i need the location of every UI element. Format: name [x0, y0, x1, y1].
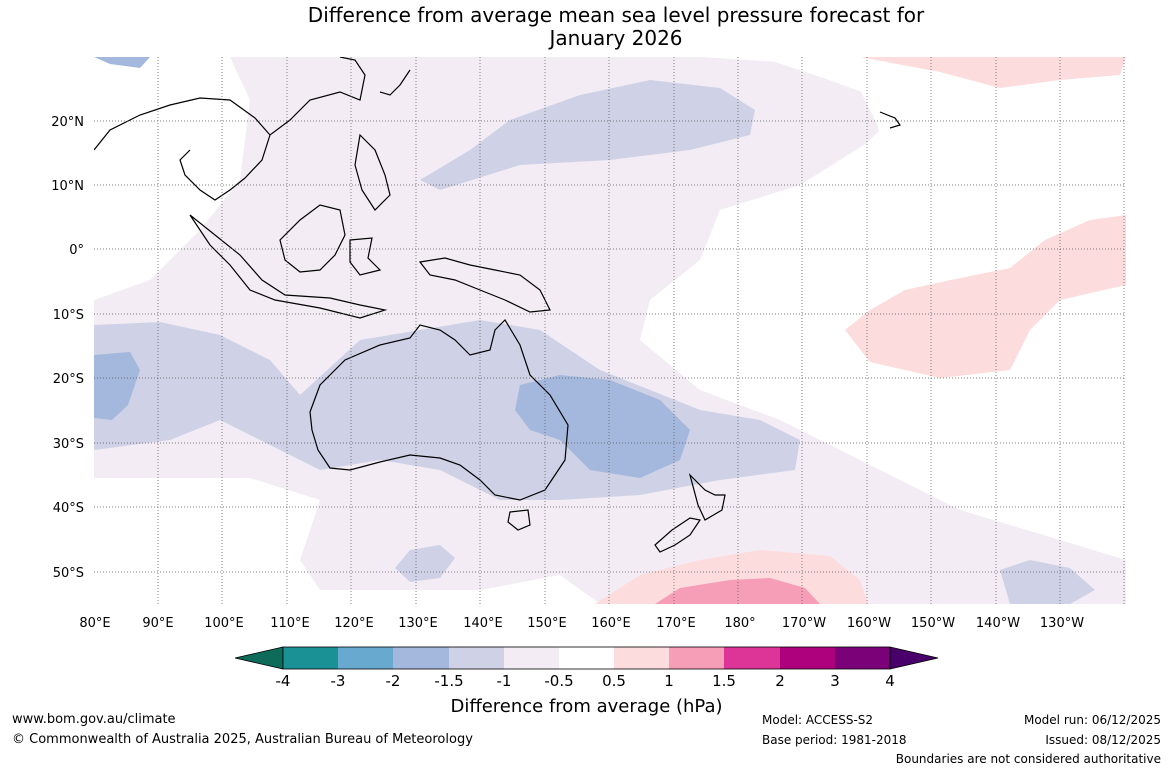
coastlines [94, 57, 901, 553]
lon-label: 170°W [782, 616, 826, 631]
colorbar-tick-label: 1.5 [712, 672, 736, 690]
lon-label: 90°E [142, 616, 173, 631]
pressure-anomaly-fields [94, 57, 1126, 604]
base-period: Base period: 1981-2018 [762, 733, 907, 747]
lon-label: 150°E [527, 616, 567, 631]
colorbar-tick-label: 2 [775, 672, 785, 690]
colorbar-swatch [504, 647, 559, 669]
colorbar-tick-label: -2 [386, 672, 401, 690]
map-title: Difference from average mean sea level p… [0, 4, 1173, 50]
colorbar-tick-label: 3 [830, 672, 840, 690]
anomaly-band-pos-1-south [655, 578, 820, 604]
new-guinea-outline [418, 257, 551, 313]
model-name: Model: ACCESS-S2 [762, 713, 874, 727]
colorbar-tick-label: 0.5 [602, 672, 626, 690]
lon-label: 150°W [911, 616, 955, 631]
colorbar-tick-label: -3 [331, 672, 346, 690]
lat-label: 30°S [53, 437, 84, 452]
anomaly-band-neg-1-southeast [1000, 560, 1095, 604]
model-run-date: Model run: 06/12/2025 [1023, 713, 1161, 727]
sulawesi-outline [349, 237, 382, 276]
anomaly-band-neg-1-southpatch [395, 545, 455, 582]
anomaly-band-pos-0.5-ne [860, 57, 1126, 88]
borneo-outline [279, 204, 346, 273]
colorbar-swatch [835, 647, 890, 669]
colorbar-tick-label: -1.5 [434, 672, 463, 690]
colorbar-title: Difference from average (hPa) [450, 696, 723, 717]
hawaii-outline [879, 111, 901, 129]
anomaly-band-neg-1.5-west [94, 352, 140, 420]
lon-label: 130°E [398, 616, 438, 631]
anomaly-band-neg-1.5-east [515, 375, 690, 478]
lat-label: 0° [69, 243, 84, 258]
lon-label: 80°E [79, 616, 110, 631]
colorbar: -4 -3 -2 -1.5 -1 -0.5 0.5 1 1.5 2 3 4 [234, 646, 939, 690]
colorbar-tick-label: -4 [276, 672, 291, 690]
colorbar-tick-label: 1 [664, 672, 674, 690]
title-line-1: Difference from average mean sea level p… [307, 3, 925, 27]
anomaly-band-neg-1-north [420, 80, 755, 190]
colorbar-frame [282, 646, 891, 670]
colorbar-tick-label: -0.5 [544, 672, 573, 690]
colorbar-swatch [449, 647, 504, 669]
asia-mainland-outline [94, 57, 366, 201]
colorbar-tick-label: 4 [885, 672, 895, 690]
colorbar-swatch [559, 647, 614, 669]
lat-label: 20°S [53, 372, 84, 387]
website-link[interactable]: www.bom.gov.au/climate [12, 712, 176, 727]
lon-label: 160°W [847, 616, 891, 631]
longitude-labels: 80°E 90°E 100°E 110°E 120°E 130°E 140°E … [79, 616, 1084, 631]
colorbar-swatch [669, 647, 724, 669]
copyright-text: © Commonwealth of Australia 2025, Austra… [12, 732, 473, 747]
lon-label: 140°W [976, 616, 1020, 631]
lat-label: 10°S [53, 308, 84, 323]
latitude-labels: 20°N 10°N 0° 10°S 20°S 30°S 40°S 50°S [51, 115, 84, 581]
graticule [94, 57, 1126, 604]
australia-outline [309, 319, 569, 501]
lon-label: 110°E [270, 616, 310, 631]
lon-label: 160°E [591, 616, 631, 631]
philippines-outline [354, 133, 391, 211]
colorbar-swatch [338, 647, 393, 669]
anomaly-band-neg-1.5-top [94, 57, 150, 68]
lat-label: 20°N [51, 115, 84, 130]
lon-label: 140°E [463, 616, 503, 631]
colorbar-swatch [780, 647, 835, 669]
neutral-south [94, 478, 600, 604]
colorbar-tick-label: -1 [497, 672, 512, 690]
lon-label: 180° [724, 616, 755, 631]
new-zealand-south-outline [654, 517, 701, 553]
lat-label: 50°S [53, 566, 84, 581]
issued-date: Issued: 08/12/2025 [1045, 733, 1161, 747]
colorbar-swatch [283, 647, 338, 669]
colorbar-swatch [724, 647, 780, 669]
lon-label: 120°E [334, 616, 374, 631]
tasmania-outline [507, 509, 531, 531]
colorbar-extend-high [889, 646, 939, 670]
lon-label: 170°E [656, 616, 696, 631]
japan-outline [379, 69, 411, 96]
sumatra-java-outline [189, 214, 388, 319]
anomaly-band-pos-0.5-east [845, 215, 1126, 378]
colorbar-swatch [614, 647, 669, 669]
new-zealand-north-outline [688, 472, 726, 521]
lat-label: 40°S [53, 501, 84, 516]
lon-label: 130°W [1040, 616, 1084, 631]
title-line-2: January 2026 [549, 26, 683, 50]
colorbar-extend-low [234, 646, 284, 670]
lon-label: 100°E [204, 616, 244, 631]
lat-label: 10°N [51, 179, 84, 194]
boundaries-disclaimer: Boundaries are not considered authoritat… [895, 752, 1161, 766]
colorbar-swatch [393, 647, 449, 669]
neutral-west [94, 57, 250, 300]
